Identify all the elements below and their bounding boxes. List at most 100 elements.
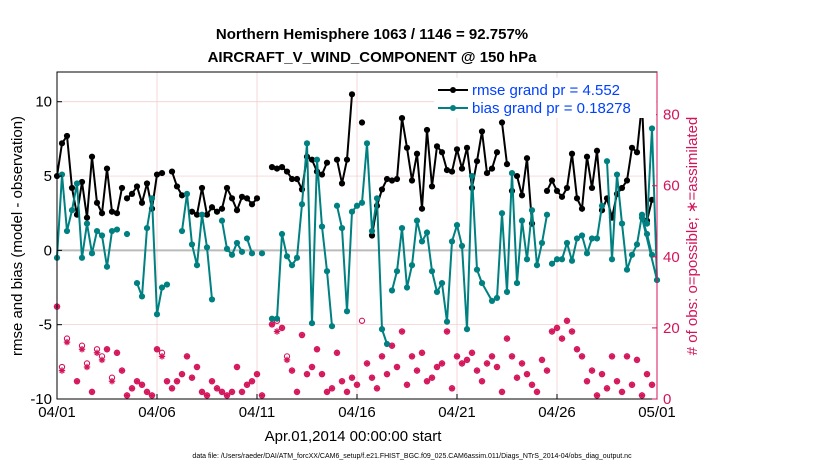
obs-assimilated-marker bbox=[458, 360, 466, 367]
asterisk-stroke bbox=[454, 353, 460, 360]
y-left-tick-label: -10 bbox=[30, 391, 52, 408]
rmse-point bbox=[433, 143, 441, 150]
rmse-point bbox=[543, 187, 551, 195]
asterisk-stroke bbox=[639, 392, 645, 399]
legend-background bbox=[434, 78, 656, 118]
obs-assimilated-marker bbox=[188, 374, 196, 381]
obs-assimilated-marker bbox=[568, 328, 576, 335]
obs-assimilated-marker bbox=[393, 363, 401, 371]
bias-point bbox=[333, 202, 341, 209]
obs-assimilated-marker bbox=[93, 349, 101, 356]
rmse-point bbox=[288, 175, 296, 183]
rmse-point bbox=[523, 155, 531, 162]
rmse-point bbox=[318, 171, 326, 178]
rmse-line bbox=[516, 158, 533, 224]
obs-assimilated-marker bbox=[498, 388, 506, 396]
obs-assimilated-marker bbox=[533, 388, 541, 396]
rmse-point bbox=[193, 211, 201, 218]
obs-assimilated-marker bbox=[158, 353, 166, 360]
bias-point bbox=[293, 254, 301, 261]
rmse-point bbox=[188, 208, 196, 215]
obs-assimilated-marker bbox=[208, 378, 216, 385]
asterisk-stroke bbox=[524, 371, 530, 377]
asterisk-stroke bbox=[374, 385, 380, 392]
bias-point bbox=[513, 279, 521, 287]
bias-point bbox=[93, 227, 101, 235]
bias-point bbox=[508, 169, 516, 177]
obs-assimilated-marker bbox=[588, 367, 596, 374]
rmse-point bbox=[123, 195, 131, 202]
asterisk-stroke bbox=[434, 364, 440, 370]
rmse-point bbox=[138, 199, 146, 206]
y-axis-right-label: # of obs: o=possible; ∗=assimilated bbox=[684, 117, 701, 356]
bias-point bbox=[218, 217, 226, 224]
bias-point bbox=[603, 158, 611, 165]
obs-assimilated-marker bbox=[248, 378, 256, 385]
bias-point bbox=[583, 250, 591, 257]
bias-point bbox=[308, 320, 316, 327]
rmse-point bbox=[208, 204, 216, 211]
obs-assimilated-marker bbox=[583, 378, 591, 385]
asterisk-stroke bbox=[354, 382, 360, 388]
obs-assimilated-marker bbox=[293, 388, 301, 396]
bias-point bbox=[178, 227, 186, 235]
bias-point bbox=[383, 340, 391, 348]
rmse-point bbox=[478, 128, 486, 135]
asterisk-stroke bbox=[344, 389, 350, 395]
obs-assimilated-marker bbox=[518, 360, 526, 367]
bias-point bbox=[478, 279, 486, 287]
obs-assimilated-marker bbox=[648, 381, 656, 388]
bias-point bbox=[238, 248, 246, 255]
bias-point bbox=[633, 241, 641, 248]
asterisk-stroke bbox=[329, 385, 335, 392]
asterisk-stroke bbox=[314, 346, 320, 352]
rmse-point bbox=[568, 150, 576, 157]
obs-assimilated-marker bbox=[523, 370, 531, 378]
bias-point bbox=[223, 245, 231, 252]
bias-point bbox=[323, 268, 331, 275]
rmse-point bbox=[388, 177, 396, 184]
chart-title-line1: Northern Hemisphere 1063 / 1146 = 92.757… bbox=[216, 26, 528, 43]
rmse-point bbox=[378, 186, 386, 193]
bias-point bbox=[378, 326, 386, 333]
asterisk-stroke bbox=[604, 385, 610, 392]
bias-point bbox=[443, 318, 451, 325]
obs-assimilated-marker bbox=[98, 356, 106, 364]
asterisk-stroke bbox=[244, 382, 250, 388]
obs-assimilated-marker bbox=[238, 388, 246, 396]
bias-point bbox=[313, 156, 321, 163]
asterisk-stroke bbox=[164, 378, 170, 384]
asterisk-stroke bbox=[84, 364, 90, 370]
asterisk-stroke bbox=[89, 389, 95, 395]
rmse-point bbox=[518, 192, 526, 199]
bias-line bbox=[551, 205, 603, 265]
rmse-line bbox=[56, 133, 123, 218]
bias-point bbox=[563, 239, 571, 247]
obs-assimilated-marker bbox=[258, 392, 266, 399]
rmse-point bbox=[218, 205, 226, 212]
obs-assimilated-marker bbox=[558, 335, 566, 342]
obs-assimilated-marker bbox=[133, 378, 141, 385]
y-left-tick-label: 10 bbox=[35, 94, 52, 111]
chart-title-line2: AIRCRAFT_V_WIND_COMPONENT @ 150 hPa bbox=[208, 49, 538, 66]
asterisk-stroke bbox=[369, 374, 375, 381]
obs-assimilated-marker bbox=[578, 353, 586, 360]
asterisk-stroke bbox=[589, 367, 595, 374]
rmse-point bbox=[428, 183, 436, 190]
bias-point bbox=[373, 195, 381, 202]
obs-assimilated-marker bbox=[438, 360, 446, 367]
asterisk-stroke bbox=[479, 378, 485, 384]
y-axis-left-label: rmse and bias (model - observation) bbox=[9, 116, 26, 356]
y-left-tick-label: 0 bbox=[44, 242, 52, 259]
rmse-point bbox=[463, 144, 471, 151]
asterisk-stroke bbox=[364, 360, 370, 367]
asterisk-stroke bbox=[209, 378, 215, 384]
bias-point bbox=[368, 227, 376, 235]
obs-assimilated-marker bbox=[478, 378, 486, 385]
obs-assimilated-marker bbox=[223, 392, 231, 399]
asterisk-stroke bbox=[189, 374, 195, 381]
asterisk-stroke bbox=[499, 389, 505, 395]
asterisk-stroke bbox=[409, 353, 415, 360]
asterisk-stroke bbox=[554, 325, 560, 331]
